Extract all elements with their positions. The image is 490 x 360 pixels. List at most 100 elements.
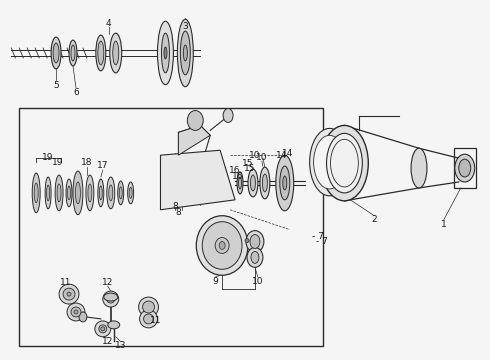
Ellipse shape bbox=[119, 187, 122, 199]
Text: 1: 1 bbox=[441, 220, 447, 229]
Text: 14: 14 bbox=[276, 151, 288, 160]
Text: 19: 19 bbox=[42, 153, 54, 162]
Text: 12: 12 bbox=[102, 278, 114, 287]
Ellipse shape bbox=[98, 41, 104, 65]
Ellipse shape bbox=[96, 35, 106, 71]
Ellipse shape bbox=[263, 174, 268, 192]
Ellipse shape bbox=[320, 125, 368, 201]
Ellipse shape bbox=[283, 176, 287, 190]
PathPatch shape bbox=[178, 125, 210, 155]
Ellipse shape bbox=[250, 175, 255, 191]
Text: 19: 19 bbox=[52, 158, 64, 167]
Ellipse shape bbox=[237, 172, 243, 194]
Bar bbox=[454, 148, 476, 188]
Ellipse shape bbox=[247, 247, 263, 267]
Ellipse shape bbox=[177, 19, 193, 87]
Text: 10: 10 bbox=[249, 151, 261, 160]
Ellipse shape bbox=[251, 251, 259, 264]
Ellipse shape bbox=[86, 175, 94, 211]
Ellipse shape bbox=[118, 181, 123, 205]
Ellipse shape bbox=[88, 184, 92, 202]
Ellipse shape bbox=[245, 239, 249, 243]
Text: 16: 16 bbox=[229, 166, 241, 175]
Ellipse shape bbox=[110, 33, 122, 73]
Ellipse shape bbox=[68, 186, 71, 200]
Text: 16: 16 bbox=[232, 171, 244, 180]
Ellipse shape bbox=[103, 291, 119, 307]
PathPatch shape bbox=[161, 150, 235, 210]
Ellipse shape bbox=[128, 182, 134, 204]
Ellipse shape bbox=[67, 303, 85, 321]
Ellipse shape bbox=[45, 177, 51, 209]
Text: 17: 17 bbox=[97, 161, 109, 170]
Text: 4: 4 bbox=[106, 19, 112, 28]
Text: 14: 14 bbox=[282, 149, 294, 158]
Text: 11: 11 bbox=[150, 316, 161, 325]
Ellipse shape bbox=[310, 129, 349, 196]
Ellipse shape bbox=[57, 184, 61, 202]
Ellipse shape bbox=[71, 45, 75, 61]
Ellipse shape bbox=[280, 166, 290, 200]
Ellipse shape bbox=[202, 222, 242, 269]
Ellipse shape bbox=[164, 47, 167, 59]
Text: - 7: - 7 bbox=[316, 237, 327, 246]
Text: 8: 8 bbox=[172, 202, 178, 211]
Ellipse shape bbox=[144, 314, 153, 324]
Ellipse shape bbox=[107, 177, 115, 209]
Ellipse shape bbox=[239, 177, 242, 189]
Text: 10: 10 bbox=[252, 277, 264, 286]
Ellipse shape bbox=[53, 43, 59, 63]
Text: 15: 15 bbox=[244, 163, 256, 172]
Ellipse shape bbox=[459, 159, 471, 177]
Ellipse shape bbox=[104, 293, 118, 301]
Ellipse shape bbox=[187, 111, 203, 130]
Ellipse shape bbox=[79, 312, 87, 322]
Ellipse shape bbox=[66, 179, 72, 207]
Ellipse shape bbox=[99, 325, 107, 333]
Ellipse shape bbox=[411, 148, 427, 188]
Ellipse shape bbox=[276, 155, 294, 211]
Text: 6: 6 bbox=[73, 88, 79, 97]
Ellipse shape bbox=[34, 183, 38, 203]
Text: 5: 5 bbox=[53, 81, 59, 90]
Ellipse shape bbox=[219, 242, 225, 249]
Ellipse shape bbox=[75, 182, 80, 204]
Ellipse shape bbox=[107, 295, 115, 303]
Ellipse shape bbox=[140, 310, 157, 328]
Ellipse shape bbox=[63, 288, 75, 300]
Ellipse shape bbox=[129, 188, 132, 198]
Ellipse shape bbox=[69, 40, 77, 66]
Ellipse shape bbox=[162, 33, 170, 73]
Ellipse shape bbox=[108, 321, 120, 329]
Text: 13: 13 bbox=[115, 341, 126, 350]
Ellipse shape bbox=[248, 169, 258, 197]
Text: 10: 10 bbox=[256, 153, 268, 162]
Ellipse shape bbox=[260, 167, 270, 199]
Ellipse shape bbox=[55, 175, 63, 211]
Ellipse shape bbox=[314, 135, 345, 189]
Ellipse shape bbox=[95, 321, 111, 337]
Ellipse shape bbox=[47, 185, 49, 201]
Text: 2: 2 bbox=[371, 215, 377, 224]
Ellipse shape bbox=[196, 216, 248, 275]
Bar bbox=[19, 108, 322, 346]
Text: 8: 8 bbox=[175, 208, 181, 217]
Text: - 7: - 7 bbox=[312, 232, 323, 241]
Text: 15: 15 bbox=[242, 159, 254, 168]
Text: 11: 11 bbox=[60, 278, 72, 287]
Text: 18: 18 bbox=[81, 158, 93, 167]
Ellipse shape bbox=[183, 45, 187, 61]
Ellipse shape bbox=[101, 327, 105, 331]
Text: 12: 12 bbox=[102, 337, 114, 346]
Ellipse shape bbox=[180, 31, 190, 75]
Ellipse shape bbox=[113, 41, 119, 65]
Text: 9: 9 bbox=[212, 277, 218, 286]
Ellipse shape bbox=[246, 231, 264, 252]
Ellipse shape bbox=[143, 301, 154, 313]
Ellipse shape bbox=[455, 154, 475, 182]
Ellipse shape bbox=[32, 173, 40, 213]
Ellipse shape bbox=[73, 171, 83, 215]
Ellipse shape bbox=[71, 307, 81, 317]
Ellipse shape bbox=[250, 235, 260, 248]
Ellipse shape bbox=[74, 310, 78, 314]
